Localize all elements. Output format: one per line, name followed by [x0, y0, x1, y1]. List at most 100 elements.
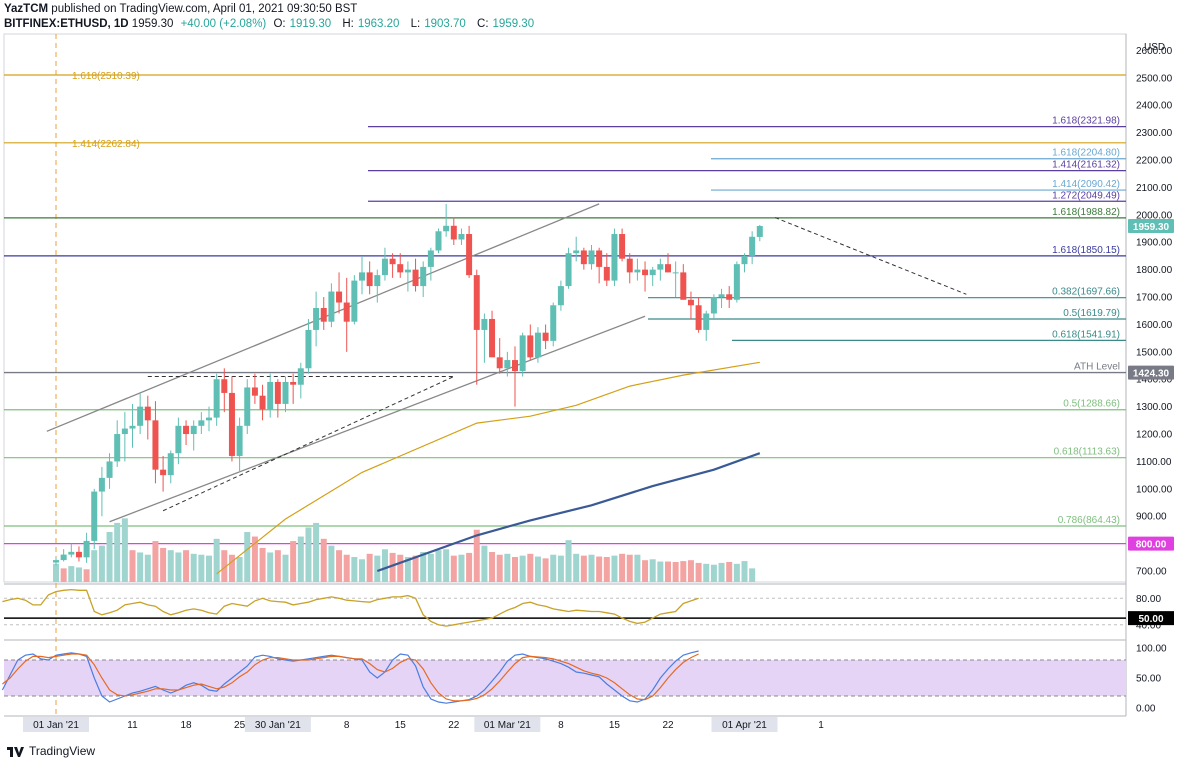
- candle-body: [290, 381, 297, 385]
- volume-bar: [206, 555, 212, 582]
- candle-body: [137, 406, 144, 426]
- volume-bar: [412, 555, 419, 582]
- osc1-series-line: [2, 588, 699, 627]
- time-tick-label: 01 Jan '21: [33, 720, 79, 731]
- volume-bar: [381, 549, 388, 582]
- time-tick-label: 8: [558, 720, 564, 731]
- candle-body: [267, 381, 274, 410]
- fib-level-label: 0.5(1288.66): [1063, 399, 1120, 410]
- time-tick-label: 22: [448, 720, 460, 731]
- volume-bar: [619, 553, 626, 582]
- volume-bar: [160, 547, 167, 582]
- candle-body: [259, 395, 266, 410]
- price-tick-label: 1300.00: [1136, 402, 1173, 413]
- candle-body: [412, 269, 419, 287]
- footer-brand[interactable]: TradingView: [29, 744, 96, 758]
- osc2-tick-label: 0.00: [1136, 704, 1156, 715]
- candle-body: [374, 275, 381, 287]
- volume-bar: [404, 557, 411, 582]
- publisher-name[interactable]: YazTCM: [4, 3, 49, 15]
- candle-body: [167, 453, 174, 476]
- candle-body: [557, 286, 564, 306]
- ma-gold-line: [216, 361, 760, 575]
- candle-body: [489, 318, 496, 358]
- volume-bar: [450, 555, 457, 582]
- candle-body: [649, 269, 656, 276]
- candle-body: [588, 250, 595, 265]
- candle-body: [580, 250, 587, 265]
- candle-body: [228, 392, 235, 456]
- candle-body: [236, 425, 243, 456]
- volume-bar: [420, 552, 427, 582]
- candle-body: [206, 417, 212, 421]
- triangle-bottom-line: [162, 376, 455, 512]
- time-tick-label: 11: [127, 720, 138, 731]
- candle-body: [198, 420, 205, 426]
- time-tick-label: 18: [180, 720, 192, 731]
- open-value: 1919.30: [289, 18, 332, 30]
- candle-body: [542, 332, 549, 341]
- volume-bar: [221, 550, 228, 582]
- volume-bar: [114, 522, 121, 582]
- volume-bar: [710, 564, 717, 582]
- low-value: 1903.70: [424, 18, 466, 30]
- high-value: 1963.20: [357, 18, 400, 30]
- volume-bar: [351, 557, 358, 582]
- candle-body: [672, 272, 679, 274]
- candle-body: [175, 425, 182, 454]
- price-tick-label: 2600.00: [1136, 46, 1173, 57]
- volume-bar: [213, 538, 220, 582]
- candle-body: [642, 269, 649, 276]
- volume-bar: [366, 553, 373, 582]
- candle-body: [756, 225, 763, 237]
- volume-bar: [175, 552, 182, 582]
- volume-bar: [83, 569, 90, 582]
- symbol-name[interactable]: BITFINEX:ETHUSD, 1D: [4, 18, 129, 30]
- volume-bar: [183, 550, 190, 582]
- time-tick-highlight: [244, 717, 311, 732]
- time-tick-label: 30 Jan '21: [255, 720, 301, 731]
- close-value: 1959.30: [492, 18, 535, 30]
- volume-bar: [603, 557, 610, 582]
- volume-bar: [557, 555, 564, 582]
- candle-body: [749, 236, 756, 256]
- candle-body: [427, 250, 434, 267]
- volume-bar: [458, 554, 465, 582]
- volume-bar: [596, 556, 603, 582]
- candle-body: [404, 269, 411, 273]
- candle-body: [435, 231, 442, 251]
- fib-level-label: 0.618(1541.91): [1052, 329, 1120, 340]
- candle-body: [381, 258, 388, 276]
- volume-bar: [496, 554, 503, 582]
- volume-bar: [565, 540, 572, 582]
- price-tick-label: 2200.00: [1136, 156, 1173, 167]
- volume-bar: [519, 555, 526, 582]
- candle-body: [420, 266, 427, 287]
- ma-blue-line: [376, 452, 761, 573]
- candle-body: [519, 335, 526, 372]
- price-tick-label: 2500.00: [1136, 73, 1173, 84]
- volume-bar: [274, 550, 281, 582]
- time-tick-label: 25: [234, 720, 246, 731]
- time-tick-label: 01 Apr '21: [722, 720, 767, 731]
- candle-body: [695, 305, 702, 330]
- candle-body: [68, 551, 75, 555]
- published-text: published on TradingView.com, April 01, …: [51, 3, 358, 15]
- chart-canvas[interactable]: 700.00800.00900.001000.001100.001200.001…: [0, 0, 1186, 740]
- fib-level-label: 1.618(2204.80): [1052, 148, 1120, 159]
- candle-body: [129, 425, 136, 429]
- candle-body: [726, 294, 733, 300]
- volume-bar: [251, 536, 258, 582]
- candle-body: [160, 469, 167, 476]
- time-tick-label: 15: [395, 720, 407, 731]
- candle-body: [443, 225, 450, 232]
- price-tick-label: 2100.00: [1136, 183, 1173, 194]
- candle-body: [106, 461, 113, 478]
- fib-level-label: 1.272(2049.49): [1052, 190, 1120, 201]
- volume-bar: [290, 541, 297, 582]
- time-tick-highlight: [711, 717, 778, 732]
- volume-bar: [53, 563, 59, 582]
- osc2-series-line: [2, 653, 699, 702]
- volume-bar: [749, 568, 756, 582]
- volume-bar: [198, 554, 205, 582]
